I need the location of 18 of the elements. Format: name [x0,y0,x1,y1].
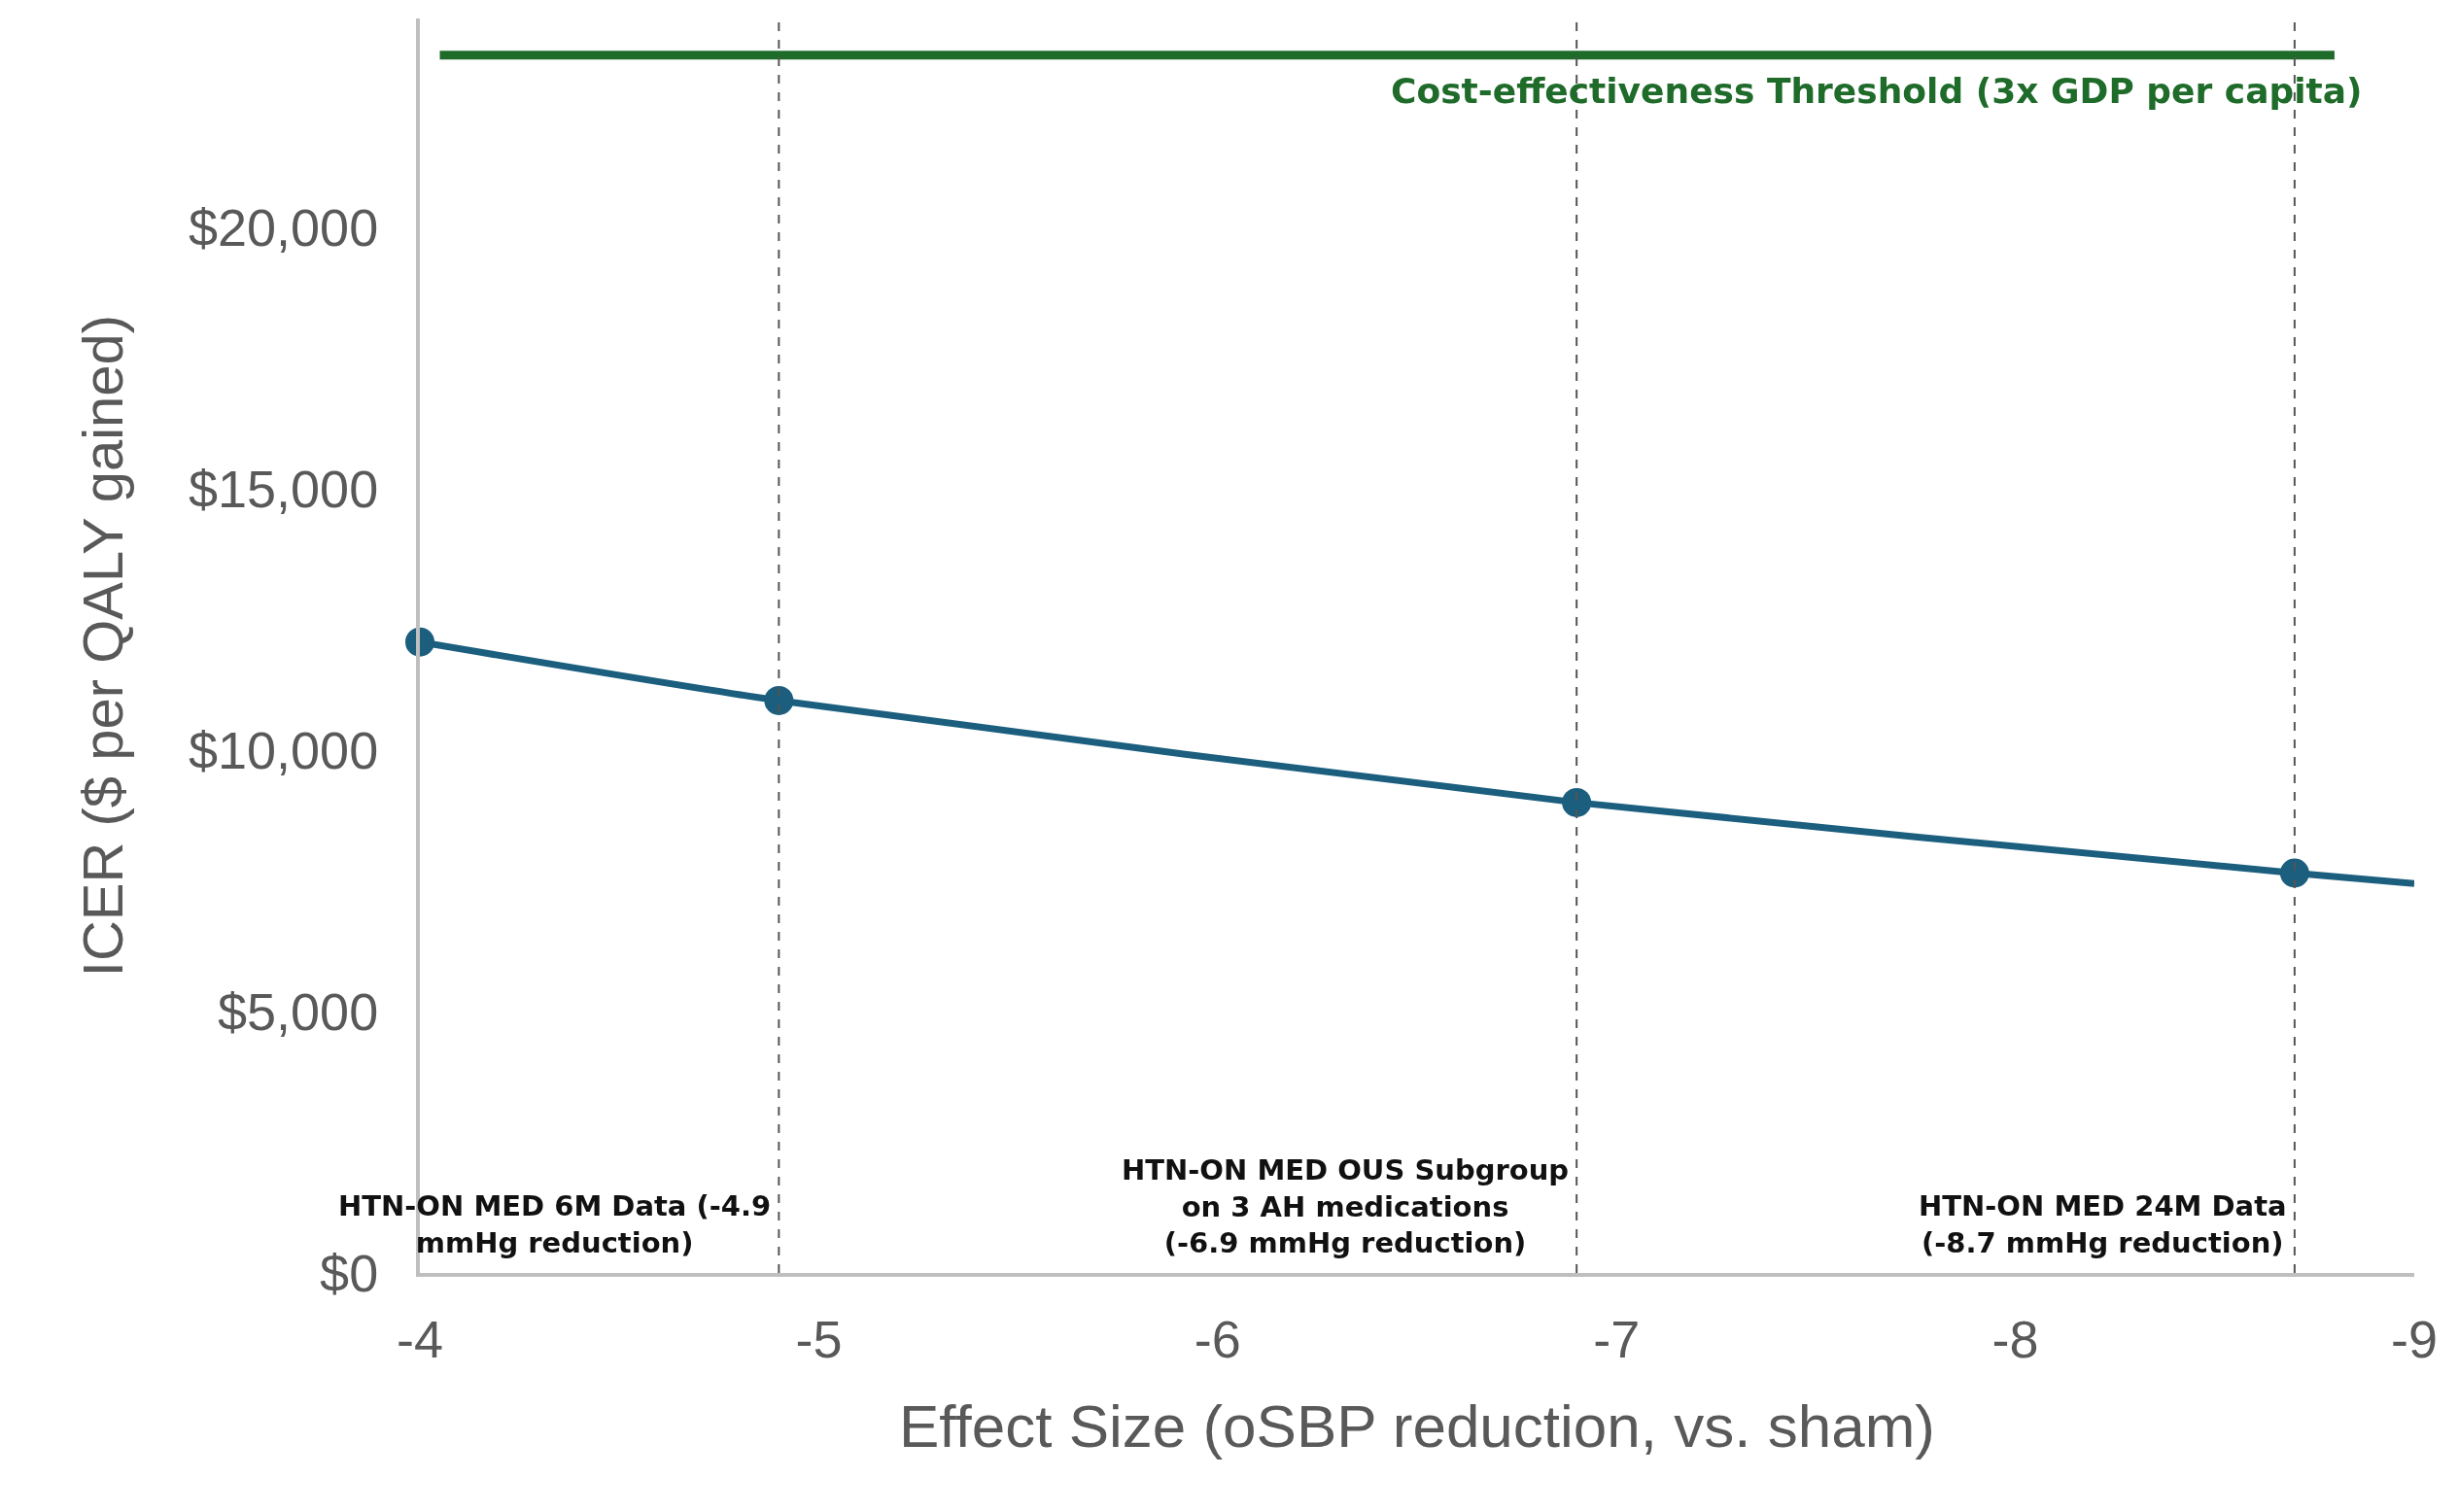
y-tick-label: $10,000 [189,720,379,779]
y-tick-label: $15,000 [189,460,379,519]
ref-line-label: Cost-effectiveness Threshold (3x GDP per capita) [1391,71,2363,111]
x-axis-title: Effect Size (oSBP reduction, vs. sham) [899,1392,1935,1460]
y-tick-label: $20,000 [189,198,379,258]
point [1562,787,1592,817]
y-tick-label: $5,000 [218,981,379,1041]
x-tick-label: -8 [1991,1309,2039,1368]
ref-line-label: HTN-ON MED 24M Data (-8.7 mmHg reduction) [1919,1189,2287,1259]
x-tick-label: -4 [396,1309,444,1368]
ref-line-label: HTN-ON MED OUS Subgroup on 3 AH medications (-6.9 mmHg reduction) [1122,1153,1570,1260]
x-tick-label: -7 [1593,1309,1641,1368]
x-tick-label: -5 [795,1309,843,1368]
x-tick-label: -9 [2390,1309,2439,1368]
y-axis-title: ICER ($ per QALY gained) [70,314,134,978]
point [2279,858,2309,888]
point [764,685,794,715]
x-tick-label: -6 [1194,1309,1241,1368]
